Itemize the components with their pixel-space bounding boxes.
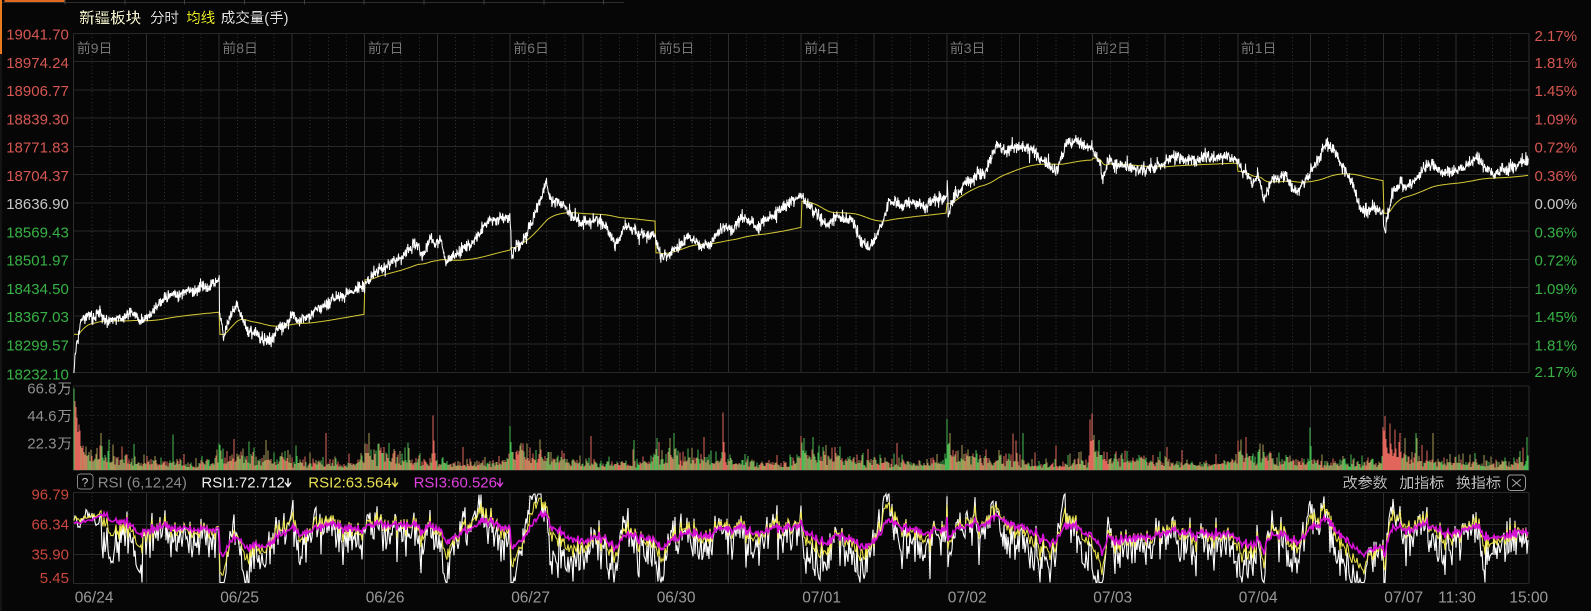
svg-text:07/07: 07/07 [1384, 590, 1423, 607]
svg-text:2.17%: 2.17% [1535, 364, 1578, 381]
svg-text:7: 7 [382, 40, 390, 56]
svg-text:35.90: 35.90 [31, 547, 69, 564]
svg-text:18299.57: 18299.57 [6, 337, 69, 354]
svg-text:66.8: 66.8 [27, 381, 56, 398]
svg-text:06/25: 06/25 [220, 590, 259, 607]
svg-text:06/24: 06/24 [75, 590, 114, 607]
svg-text:?: ? [82, 475, 89, 489]
svg-text:22.3: 22.3 [27, 435, 56, 452]
svg-text:0.72%: 0.72% [1535, 253, 1578, 270]
svg-text:): ) [284, 11, 289, 27]
svg-text:3: 3 [964, 40, 972, 56]
svg-text:1.09%: 1.09% [1535, 111, 1578, 128]
svg-text:(: ( [264, 11, 269, 27]
svg-text:9: 9 [91, 40, 99, 56]
svg-text:RSI1:72.712: RSI1:72.712 [201, 475, 284, 492]
svg-text:11:30: 11:30 [1438, 590, 1476, 607]
svg-text:18636.90: 18636.90 [6, 196, 69, 213]
svg-text:07/03: 07/03 [1093, 590, 1132, 607]
svg-text:18839.30: 18839.30 [6, 111, 69, 128]
svg-text:66.34: 66.34 [31, 517, 69, 534]
svg-text:RSI2:63.564: RSI2:63.564 [308, 475, 391, 492]
svg-text:18569.43: 18569.43 [6, 224, 69, 241]
svg-text:2.17%: 2.17% [1535, 28, 1578, 45]
svg-text:1.09%: 1.09% [1535, 281, 1578, 298]
svg-text:4: 4 [818, 40, 826, 56]
svg-text:1.81%: 1.81% [1535, 55, 1578, 72]
svg-text:RSI (6,12,24): RSI (6,12,24) [98, 475, 187, 492]
svg-text:96.79: 96.79 [31, 487, 69, 504]
svg-text:RSI3:60.526: RSI3:60.526 [414, 475, 497, 492]
svg-text:0.36%: 0.36% [1535, 224, 1578, 241]
svg-text:18232.10: 18232.10 [6, 367, 69, 384]
svg-text:18434.50: 18434.50 [6, 281, 69, 298]
svg-text:1.81%: 1.81% [1535, 337, 1578, 354]
svg-text:06/27: 06/27 [511, 590, 550, 607]
svg-text:5.45: 5.45 [40, 570, 69, 587]
svg-text:07/01: 07/01 [802, 590, 841, 607]
svg-text:07/02: 07/02 [948, 590, 987, 607]
svg-text:6: 6 [527, 40, 535, 56]
svg-text:5: 5 [673, 40, 681, 56]
svg-text:06/26: 06/26 [366, 590, 405, 607]
svg-text:18974.24: 18974.24 [6, 55, 69, 72]
svg-text:18367.03: 18367.03 [6, 309, 69, 326]
svg-text:44.6: 44.6 [27, 408, 56, 425]
svg-text:18771.83: 18771.83 [6, 140, 69, 157]
svg-text:1.45%: 1.45% [1535, 83, 1578, 100]
svg-text:18906.77: 18906.77 [6, 83, 69, 100]
svg-text:07/04: 07/04 [1239, 590, 1278, 607]
svg-text:18501.97: 18501.97 [6, 253, 69, 270]
svg-text:1: 1 [1255, 40, 1263, 56]
svg-text:0.00%: 0.00% [1535, 196, 1578, 213]
svg-text:06/30: 06/30 [657, 590, 696, 607]
svg-text:2: 2 [1109, 40, 1117, 56]
svg-text:1.45%: 1.45% [1535, 309, 1578, 326]
svg-text:18704.37: 18704.37 [6, 168, 69, 185]
svg-text:8: 8 [236, 40, 244, 56]
svg-text:19041.70: 19041.70 [6, 27, 69, 44]
svg-text:0.36%: 0.36% [1535, 168, 1578, 185]
svg-text:15:00: 15:00 [1509, 590, 1548, 607]
svg-text:0.72%: 0.72% [1535, 140, 1578, 157]
